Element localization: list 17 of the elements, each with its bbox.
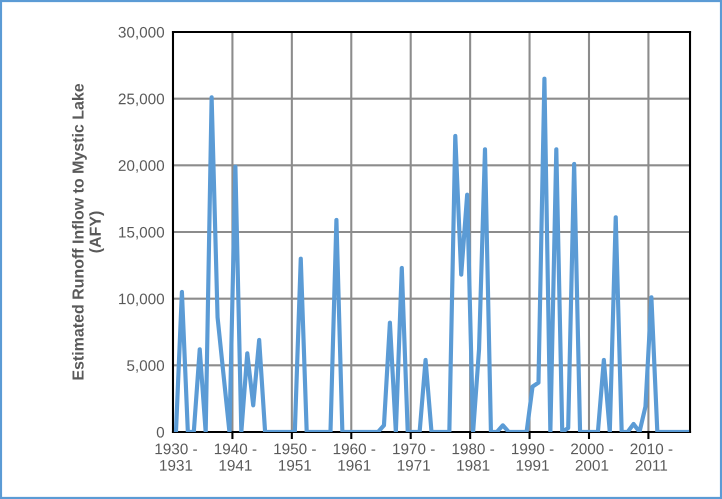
x-tick-label: 1940 - 1941 — [214, 444, 256, 471]
y-tick-label: 5,000 — [127, 360, 164, 373]
x-tick-label: 1950 - 1951 — [274, 444, 316, 471]
x-tick-label: 1970 - 1971 — [393, 444, 435, 471]
x-tick-label: 1980 - 1981 — [452, 444, 494, 471]
y-tick-label: 25,000 — [118, 94, 164, 106]
y-tick-label: 0 — [156, 426, 164, 438]
x-tick-label: 1990 - 1991 — [512, 444, 554, 471]
x-tick-label: 1930 - 1931 — [155, 444, 197, 471]
y-tick-label: 20,000 — [118, 160, 164, 173]
x-tick-label: 2000 - 2001 — [571, 444, 613, 471]
y-axis-title: Estimated Runoff Inflow to Mystic Lake (AFY) — [72, 84, 104, 380]
y-tick-label: 15,000 — [119, 226, 164, 240]
y-tick-label: 30,000 — [118, 26, 164, 40]
y-tick-label: 10,000 — [119, 294, 164, 306]
x-tick-label: 1960 - 1961 — [334, 444, 376, 471]
x-tick-label: 2010 - 2011 — [630, 444, 672, 471]
